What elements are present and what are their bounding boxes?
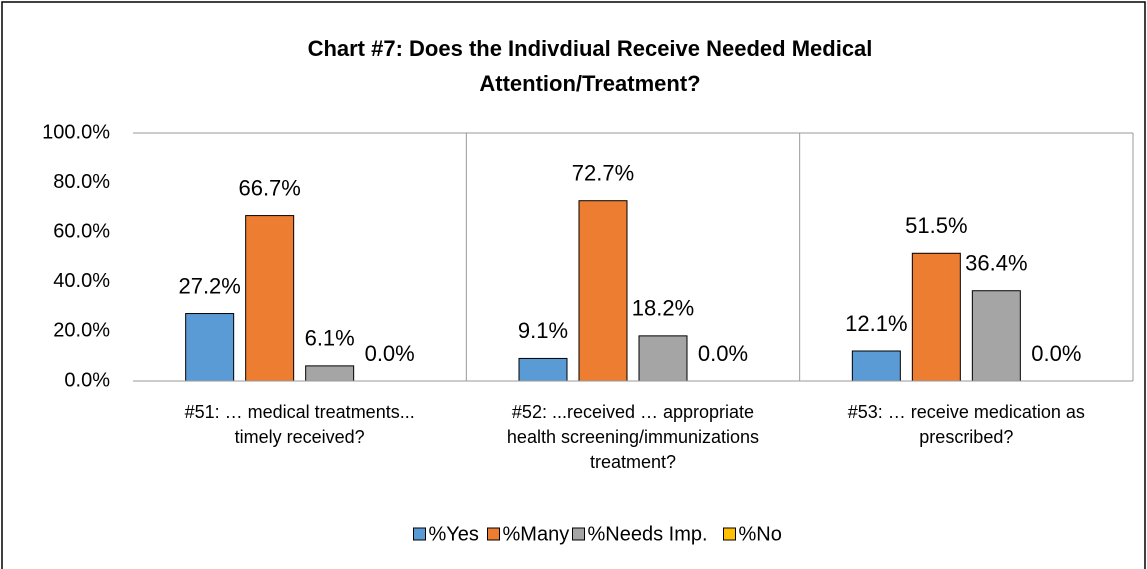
legend-swatch <box>572 527 585 541</box>
value-label: 66.7% <box>238 175 300 200</box>
bar <box>185 313 235 382</box>
value-label: 0.0% <box>365 341 415 366</box>
bar <box>971 290 1021 382</box>
legend-label: %Many <box>503 523 570 545</box>
y-tick-label: 80.0% <box>53 171 110 193</box>
legend-label: %Yes <box>429 523 479 545</box>
legend-swatch <box>413 527 426 541</box>
value-label: 18.2% <box>632 296 694 321</box>
bar <box>851 350 901 382</box>
legend-label: %Needs Imp. <box>588 523 708 545</box>
value-label: 9.1% <box>518 318 568 343</box>
value-label: 12.1% <box>845 311 907 336</box>
bar <box>638 335 688 382</box>
value-label: 6.1% <box>305 326 355 351</box>
x-tick-label: timely received? <box>235 427 365 447</box>
value-label: 36.4% <box>965 251 1027 276</box>
value-label: 27.2% <box>178 273 240 298</box>
bar <box>245 215 295 382</box>
chart-title: Attention/Treatment? <box>479 71 700 96</box>
value-label: 0.0% <box>1031 341 1081 366</box>
bar <box>578 200 628 382</box>
x-tick-label: #53: … receive medication as <box>848 402 1085 422</box>
bar <box>305 365 355 382</box>
x-tick-label: #51: … medical treatments... <box>185 402 415 422</box>
y-tick-label: 0.0% <box>64 369 110 391</box>
value-label: 72.7% <box>572 161 634 186</box>
bar <box>518 357 568 382</box>
bar <box>911 252 961 382</box>
value-label: 0.0% <box>698 341 748 366</box>
x-tick-label: health screening/immunizations <box>507 427 759 447</box>
y-tick-label: 100.0% <box>42 121 110 143</box>
legend-swatch <box>487 527 500 541</box>
x-tick-label: #52: ...received … appropriate <box>512 402 754 422</box>
chart-title: Chart #7: Does the Indivdiual Receive Ne… <box>308 36 873 61</box>
y-tick-label: 40.0% <box>53 270 110 292</box>
x-tick-label: prescribed? <box>919 427 1013 447</box>
y-tick-label: 60.0% <box>53 220 110 242</box>
x-tick-label: treatment? <box>590 452 676 472</box>
y-tick-label: 20.0% <box>53 320 110 342</box>
legend-swatch <box>723 527 736 541</box>
legend-label: %No <box>739 523 782 545</box>
value-label: 51.5% <box>905 213 967 238</box>
